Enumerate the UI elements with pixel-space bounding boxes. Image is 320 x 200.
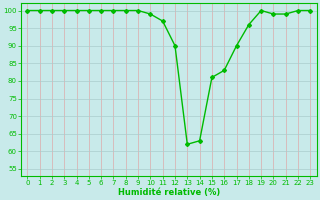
X-axis label: Humidité relative (%): Humidité relative (%): [118, 188, 220, 197]
